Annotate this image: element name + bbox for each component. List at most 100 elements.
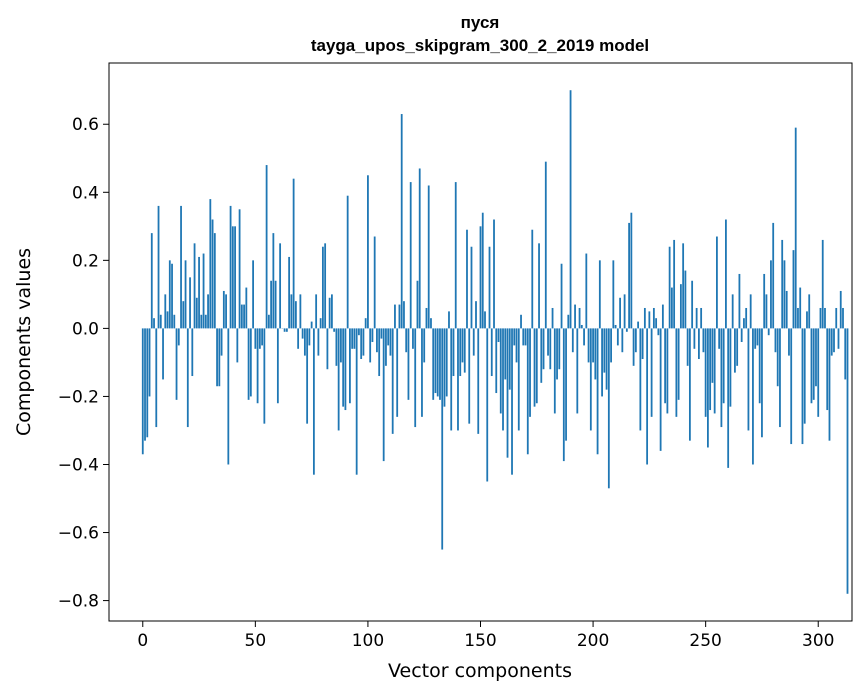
bar-0 [141, 328, 144, 455]
bar-36 [222, 290, 225, 329]
bar-84 [331, 294, 333, 329]
bar-183 [553, 328, 556, 414]
y-tick-label: −0.8 [58, 592, 99, 612]
bar-53 [261, 328, 263, 346]
bar-73 [306, 328, 309, 424]
bar-178 [542, 328, 545, 370]
y-tick-label: 0.2 [72, 251, 99, 271]
bar-255 [716, 236, 718, 329]
x-tick-label: 100 [352, 631, 384, 651]
bar-159 [499, 328, 502, 414]
bar-306 [830, 328, 833, 356]
bar-273 [756, 328, 759, 346]
y-tick-label: 0.0 [72, 319, 99, 339]
bar-119 [409, 182, 412, 329]
bar-20 [186, 328, 189, 428]
bar-168 [520, 314, 522, 329]
bar-153 [486, 328, 489, 482]
bar-5 [153, 318, 155, 329]
bar-46 [245, 287, 248, 329]
bar-281 [774, 328, 777, 353]
bar-58 [272, 233, 275, 329]
bar-67 [292, 178, 295, 329]
bar-226 [650, 328, 653, 417]
bar-227 [652, 307, 655, 329]
bar-109 [387, 328, 390, 346]
bar-297 [810, 328, 813, 404]
bar-254 [713, 328, 716, 414]
bar-8 [159, 314, 162, 329]
bar-154 [488, 246, 491, 329]
bar-118 [407, 328, 410, 400]
bar-186 [560, 263, 563, 329]
bar-162 [506, 328, 509, 458]
bar-124 [421, 328, 423, 417]
bar-145 [468, 328, 471, 424]
bar-11 [166, 311, 169, 329]
bar-206 [605, 328, 608, 390]
bar-202 [596, 328, 599, 455]
bar-260 [727, 328, 730, 468]
bar-266 [740, 328, 743, 342]
bar-66 [290, 294, 293, 329]
bar-225 [648, 311, 651, 329]
bar-7 [157, 205, 160, 329]
bar-193 [576, 328, 579, 414]
bar-238 [677, 328, 680, 400]
bar-195 [580, 324, 583, 329]
bar-61 [279, 243, 282, 329]
bar-295 [806, 311, 808, 329]
bar-97 [360, 328, 363, 360]
bar-166 [515, 328, 518, 363]
bar-229 [657, 328, 660, 336]
bar-2 [146, 328, 149, 438]
x-tick-label: 200 [577, 631, 609, 651]
bar-308 [835, 307, 838, 329]
bar-137 [450, 328, 453, 431]
bar-37 [225, 294, 227, 329]
bar-242 [686, 328, 689, 366]
bar-133 [441, 328, 444, 550]
bar-307 [833, 328, 835, 353]
bar-157 [495, 328, 498, 394]
bar-45 [243, 304, 245, 329]
bar-92 [349, 328, 351, 404]
bar-107 [382, 328, 385, 462]
bar-90 [344, 328, 347, 411]
bar-72 [303, 328, 306, 356]
bar-261 [729, 328, 732, 407]
bar-116 [403, 301, 405, 329]
bar-14 [173, 314, 176, 329]
bar-89 [342, 328, 345, 407]
bar-289 [792, 250, 795, 329]
bar-142 [461, 328, 464, 363]
bar-76 [312, 328, 315, 475]
bar-309 [837, 328, 840, 349]
bar-214 [623, 294, 626, 329]
bar-78 [317, 328, 320, 356]
bar-111 [391, 328, 394, 434]
bar-83 [328, 297, 331, 329]
bar-34 [218, 328, 221, 387]
bar-26 [200, 314, 203, 329]
bar-244 [691, 280, 694, 329]
bar-49 [252, 260, 254, 329]
bar-15 [175, 328, 178, 400]
bar-91 [346, 195, 349, 329]
bar-228 [655, 318, 658, 329]
bar-249 [702, 328, 705, 353]
bar-207 [607, 328, 610, 489]
plot-frame [108, 62, 853, 622]
bar-94 [353, 328, 356, 349]
bar-132 [439, 328, 441, 400]
bar-95 [355, 328, 358, 475]
bar-64 [285, 328, 288, 332]
bar-170 [524, 328, 527, 346]
bar-100 [367, 175, 369, 329]
bar-234 [668, 246, 671, 329]
y-tick-label: −0.6 [58, 524, 99, 544]
bar-299 [815, 328, 817, 387]
bar-296 [808, 294, 811, 329]
bar-87 [337, 328, 340, 431]
bar-231 [661, 304, 664, 329]
